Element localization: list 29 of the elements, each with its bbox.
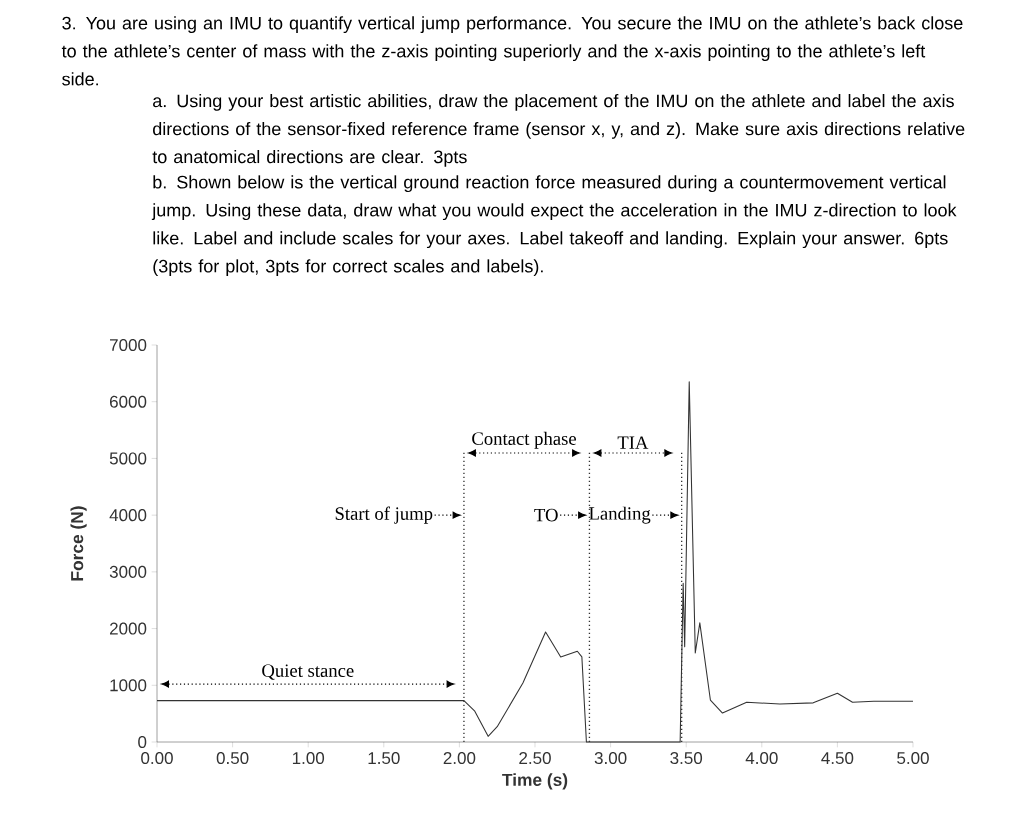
x-tick-label: 3.00 [594,752,627,765]
annotation: TO [534,508,558,522]
annotation: Quiet stance [262,664,354,680]
x-tick-label: 2.50 [519,752,551,765]
y-tick-label: 2000 [110,622,147,635]
y-axis-title: Force (N) [70,506,87,581]
y-tick-label: 6000 [110,395,147,408]
annotation: Start of jump [335,506,433,524]
x-tick-label: 4.00 [745,752,778,765]
y-tick-label: 7000 [110,338,147,352]
x-tick-label: 3.50 [670,752,703,765]
y-tick-label: 0 [138,735,147,749]
y-tick-label: 5000 [109,452,147,465]
x-tick-label: 5.00 [897,752,929,765]
y-tick-label: 3000 [109,565,147,578]
y-tick-label: 4000 [109,509,147,522]
x-tick-label: 1.00 [292,752,325,765]
text: b. Shown below is the vertical ground reaction force measured during a countermovement vertical jump. Using these data, draw what you would expect the acceleration in the IMU z-direction to look like. Label and include scales for your axes. Label takeoff and landing. Explain your answer. 6pts (3pts for plot, 3pts for correct scales and labels). [151,175,957,277]
x-tick-label: 4.50 [821,752,854,765]
text: 3. You are using an IMU to quantify vertical jump performance. You secure the IMU on the athlete’s back close to the athlete’s center of mass with the z-axis pointing superiorly and the x-axis pointing to the athlete’s left side. [61,16,963,86]
x-tick-label: 0.00 [141,752,173,765]
annotation: Landing [589,506,651,524]
y-tick-label: 1000 [110,679,147,692]
x-tick-label: 2.00 [443,752,476,765]
annotation: TIA [617,436,649,449]
x-axis-title: Time (s) [502,773,568,790]
x-tick-label: 1.50 [368,752,400,765]
x-tick-label: 0.50 [216,752,249,765]
annotation: Contact phase [472,431,576,449]
